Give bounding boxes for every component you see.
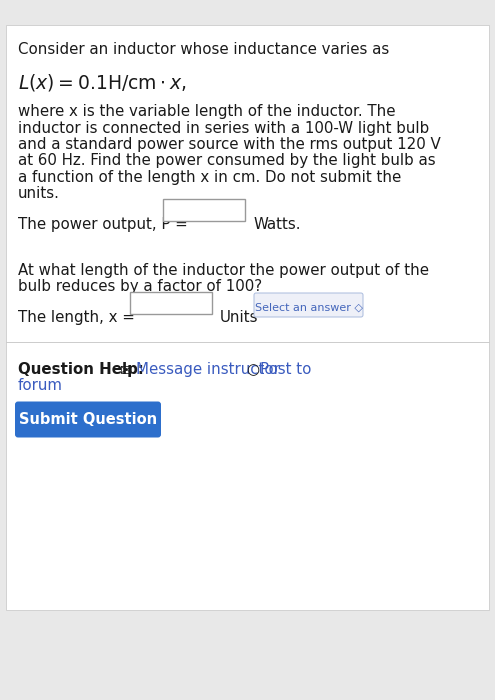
FancyBboxPatch shape xyxy=(6,25,489,610)
Bar xyxy=(130,292,212,314)
Text: ○: ○ xyxy=(246,362,259,377)
Text: and a standard power source with the rms output 120 V: and a standard power source with the rms… xyxy=(18,137,441,152)
Text: Post to: Post to xyxy=(260,362,311,377)
FancyBboxPatch shape xyxy=(254,293,363,317)
Text: Select an answer ◇: Select an answer ◇ xyxy=(254,303,362,313)
Text: Units: Units xyxy=(220,310,258,325)
Text: units.: units. xyxy=(18,186,60,202)
Text: ✉: ✉ xyxy=(120,362,133,377)
Text: The power output, P =: The power output, P = xyxy=(18,217,188,232)
Text: forum: forum xyxy=(18,379,63,393)
Text: Watts.: Watts. xyxy=(253,217,300,232)
Text: bulb reduces by a factor of 100?: bulb reduces by a factor of 100? xyxy=(18,279,262,295)
Text: Question Help:: Question Help: xyxy=(18,362,144,377)
Text: $L(x) = 0.1\mathrm{H/cm} \cdot x,$: $L(x) = 0.1\mathrm{H/cm} \cdot x,$ xyxy=(18,72,187,93)
Text: Submit Question: Submit Question xyxy=(19,412,157,427)
Text: The length, x =: The length, x = xyxy=(18,310,135,325)
Text: Message instructor: Message instructor xyxy=(136,362,280,377)
Text: At what length of the inductor the power output of the: At what length of the inductor the power… xyxy=(18,263,429,278)
Text: where x is the variable length of the inductor. The: where x is the variable length of the in… xyxy=(18,104,396,119)
Text: Consider an inductor whose inductance varies as: Consider an inductor whose inductance va… xyxy=(18,42,389,57)
Bar xyxy=(163,199,245,221)
Text: at 60 Hz. Find the power consumed by the light bulb as: at 60 Hz. Find the power consumed by the… xyxy=(18,153,436,169)
Text: inductor is connected in series with a 100-W light bulb: inductor is connected in series with a 1… xyxy=(18,120,429,136)
Text: a function of the length x in cm. Do not submit the: a function of the length x in cm. Do not… xyxy=(18,170,401,185)
FancyBboxPatch shape xyxy=(15,402,161,438)
